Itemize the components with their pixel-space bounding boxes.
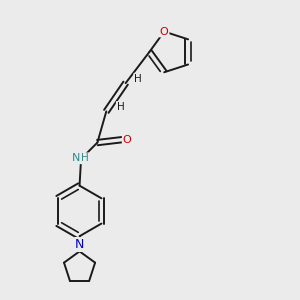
- Text: N: N: [71, 153, 80, 163]
- Text: O: O: [123, 135, 131, 145]
- Text: H: H: [117, 102, 124, 112]
- Text: N: N: [75, 238, 84, 251]
- Text: H: H: [81, 153, 88, 163]
- Text: O: O: [160, 27, 169, 37]
- Text: H: H: [134, 74, 142, 84]
